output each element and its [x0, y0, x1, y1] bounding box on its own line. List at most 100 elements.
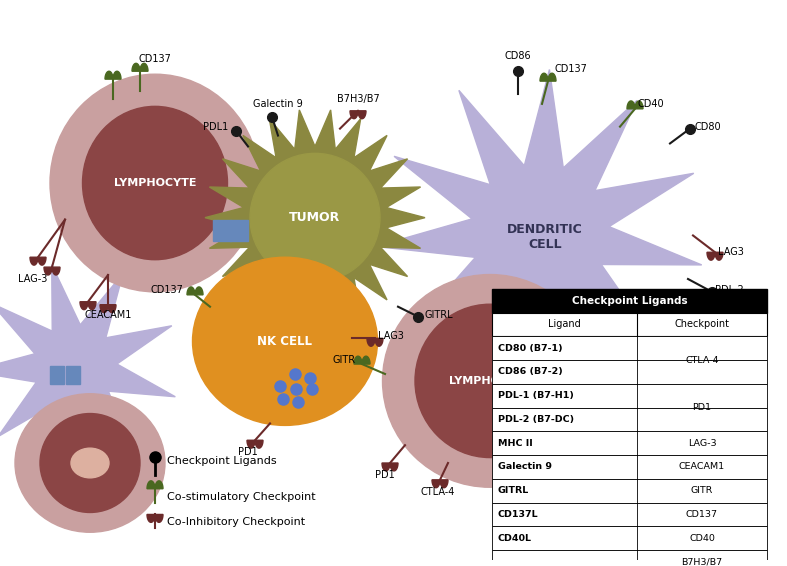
- Text: PDL1: PDL1: [203, 122, 228, 132]
- Text: CD80 (B7-1): CD80 (B7-1): [498, 344, 563, 353]
- Polygon shape: [113, 71, 121, 79]
- Text: LYMPHOCYTE: LYMPHOCYTE: [449, 376, 531, 386]
- Polygon shape: [707, 252, 715, 260]
- Text: LAG3: LAG3: [718, 247, 744, 258]
- Polygon shape: [132, 63, 140, 71]
- Text: GITRL: GITRL: [498, 486, 529, 495]
- Polygon shape: [147, 514, 155, 522]
- Text: Co-Inhibitory Checkpoint: Co-Inhibitory Checkpoint: [167, 517, 305, 528]
- Text: CD137: CD137: [139, 54, 172, 65]
- FancyBboxPatch shape: [492, 431, 767, 455]
- Polygon shape: [375, 70, 702, 392]
- Text: Galectin 9: Galectin 9: [253, 99, 303, 109]
- Polygon shape: [358, 111, 366, 119]
- Text: CEACAM1: CEACAM1: [85, 310, 132, 320]
- FancyBboxPatch shape: [492, 526, 767, 550]
- Polygon shape: [140, 63, 148, 71]
- Text: CTLA-4: CTLA-4: [685, 355, 719, 365]
- Polygon shape: [147, 481, 155, 488]
- Ellipse shape: [415, 304, 565, 457]
- Text: Checkpoint Ligands: Checkpoint Ligands: [167, 456, 276, 466]
- Polygon shape: [440, 480, 448, 488]
- Text: DENDRITIC
CELL: DENDRITIC CELL: [507, 224, 583, 251]
- Polygon shape: [155, 481, 163, 488]
- Ellipse shape: [15, 394, 165, 532]
- FancyBboxPatch shape: [492, 336, 767, 360]
- Polygon shape: [108, 305, 116, 312]
- Text: TUMOR: TUMOR: [290, 211, 341, 224]
- Text: Checkpoint: Checkpoint: [674, 319, 730, 329]
- Text: LAG-3: LAG-3: [688, 439, 716, 448]
- Text: PDL-2 (B7-DC): PDL-2 (B7-DC): [498, 415, 575, 424]
- FancyBboxPatch shape: [213, 220, 231, 241]
- Polygon shape: [0, 265, 176, 469]
- Text: LYMPHOCYTE: LYMPHOCYTE: [114, 178, 196, 188]
- FancyBboxPatch shape: [66, 366, 80, 384]
- Polygon shape: [382, 463, 390, 471]
- Text: B7H3/B7: B7H3/B7: [337, 94, 379, 104]
- Polygon shape: [30, 257, 38, 265]
- Text: Checkpoint Ligands: Checkpoint Ligands: [571, 296, 687, 306]
- Polygon shape: [44, 267, 52, 275]
- Text: GITRL: GITRL: [425, 310, 453, 320]
- Ellipse shape: [40, 414, 140, 512]
- Ellipse shape: [50, 74, 260, 292]
- Text: PDL-1 (B7-H1): PDL-1 (B7-H1): [498, 391, 574, 400]
- Text: CD137: CD137: [150, 285, 183, 295]
- Polygon shape: [715, 252, 723, 260]
- Text: CD40: CD40: [638, 99, 665, 109]
- FancyBboxPatch shape: [512, 340, 529, 364]
- FancyBboxPatch shape: [492, 289, 767, 312]
- FancyBboxPatch shape: [492, 479, 767, 503]
- Text: PDL-2: PDL-2: [715, 285, 744, 295]
- Text: CEACAM1: CEACAM1: [679, 462, 725, 471]
- Text: CD86 (B7-2): CD86 (B7-2): [498, 367, 563, 376]
- Polygon shape: [540, 73, 548, 81]
- Polygon shape: [390, 463, 398, 471]
- Text: Galectin 9: Galectin 9: [498, 462, 552, 471]
- FancyBboxPatch shape: [50, 366, 64, 384]
- Text: Co-stimulatory Checkpoint: Co-stimulatory Checkpoint: [167, 492, 316, 501]
- FancyBboxPatch shape: [492, 408, 767, 431]
- Text: PDL1: PDL1: [672, 344, 697, 354]
- Ellipse shape: [250, 153, 380, 282]
- Polygon shape: [195, 287, 203, 295]
- Text: NK CELL: NK CELL: [257, 335, 312, 348]
- Text: CD137: CD137: [686, 510, 718, 519]
- Text: CD40L: CD40L: [498, 534, 532, 543]
- Ellipse shape: [193, 257, 378, 426]
- FancyBboxPatch shape: [230, 220, 248, 241]
- Polygon shape: [38, 257, 46, 265]
- Text: CD40: CD40: [689, 534, 715, 543]
- Text: CD137L: CD137L: [498, 510, 538, 519]
- Polygon shape: [548, 73, 556, 81]
- Text: PD1: PD1: [693, 403, 711, 412]
- Polygon shape: [52, 267, 60, 275]
- FancyBboxPatch shape: [492, 455, 767, 479]
- Polygon shape: [354, 356, 362, 364]
- Ellipse shape: [382, 275, 597, 487]
- FancyBboxPatch shape: [492, 312, 767, 336]
- Text: CD80: CD80: [695, 122, 722, 132]
- Polygon shape: [350, 111, 358, 119]
- FancyBboxPatch shape: [492, 550, 767, 566]
- Text: B7H3/B7: B7H3/B7: [682, 558, 722, 566]
- Polygon shape: [362, 356, 370, 364]
- Text: PD1: PD1: [375, 470, 395, 480]
- Polygon shape: [247, 440, 255, 448]
- FancyBboxPatch shape: [492, 503, 767, 526]
- Polygon shape: [155, 514, 163, 522]
- Text: GITR: GITR: [333, 355, 356, 365]
- FancyBboxPatch shape: [492, 384, 767, 408]
- Text: PD1: PD1: [238, 447, 258, 457]
- Polygon shape: [367, 338, 375, 346]
- Text: CTLA-4: CTLA-4: [421, 487, 455, 497]
- Text: CD137: CD137: [555, 64, 588, 74]
- Text: MHC II: MHC II: [498, 439, 533, 448]
- Polygon shape: [187, 287, 195, 295]
- FancyBboxPatch shape: [492, 360, 767, 384]
- Text: GITR: GITR: [691, 486, 713, 495]
- Polygon shape: [375, 338, 383, 346]
- Text: Ligand: Ligand: [548, 319, 581, 329]
- Text: LAG3: LAG3: [378, 331, 404, 341]
